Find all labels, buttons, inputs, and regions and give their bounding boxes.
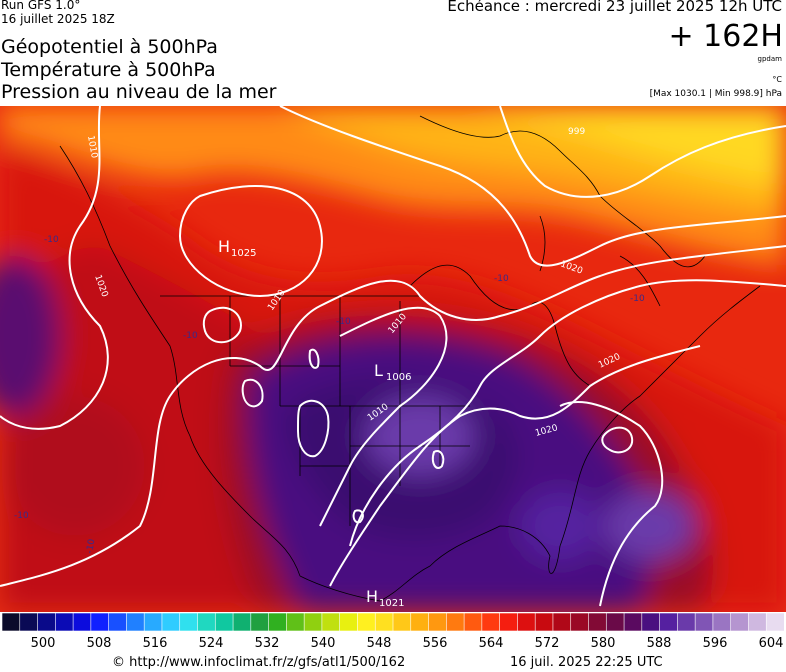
color-swatch <box>37 612 56 632</box>
color-swatch <box>446 612 465 632</box>
color-swatch <box>517 612 536 632</box>
color-swatch <box>410 612 430 632</box>
scale-tick-label: 548 <box>366 636 392 651</box>
high-center-1025: H 1025 <box>218 237 256 259</box>
lead-time: + 162H <box>668 19 784 54</box>
credit-link[interactable]: © http://www.infoclimat.fr/z/gfs/atl1/50… <box>112 655 406 670</box>
pressure-center-value: 1025 <box>231 248 256 259</box>
scale-tick-label: 588 <box>646 636 672 651</box>
color-swatch <box>303 612 323 632</box>
scale-tick-label: 516 <box>142 636 168 651</box>
color-swatch <box>161 612 181 632</box>
run-date: 16 juillet 2025 18Z <box>1 12 115 26</box>
valid-time: Echéance : mercredi 23 juillet 2025 12h … <box>447 0 782 15</box>
scale-tick-label: 580 <box>590 636 616 651</box>
pressure-center-value: 1021 <box>379 598 404 609</box>
low-center-1006: L 1006 <box>374 361 411 383</box>
color-swatch <box>428 612 447 632</box>
temp-label: -10 <box>14 511 29 521</box>
color-swatch <box>730 612 750 632</box>
run-label: Run GFS 1.0° <box>1 0 81 12</box>
isobars <box>0 106 786 607</box>
temp-label: -10 <box>336 317 351 327</box>
temp-label: -10 <box>494 274 509 284</box>
pressure-center-type: H <box>218 237 230 256</box>
color-swatch <box>268 612 287 632</box>
color-scale <box>1 612 785 632</box>
color-scale-swatches <box>1 612 785 632</box>
color-swatch <box>677 612 696 632</box>
temp-label: -10 <box>44 235 59 245</box>
color-swatch <box>748 612 767 632</box>
color-swatch <box>143 612 163 632</box>
high-center-1021: H 1021 <box>366 587 404 609</box>
isobar-label: 1010 <box>85 135 99 160</box>
title-temperature: Température à 500hPa <box>1 59 216 81</box>
pressure-centers: H 1025 L 1006 H 1021 <box>218 237 411 609</box>
color-swatch <box>499 612 519 632</box>
pressure-center-type: L <box>374 361 383 380</box>
color-swatch <box>214 612 234 632</box>
color-swatch <box>286 612 305 632</box>
color-swatch <box>72 612 92 632</box>
isobar-label: 999 <box>568 127 585 137</box>
color-swatch <box>55 612 74 632</box>
color-swatch <box>392 612 412 632</box>
scale-tick-label: 556 <box>422 636 448 651</box>
scale-tick-label: 524 <box>198 636 224 651</box>
temp-label: -10 <box>85 538 97 554</box>
unit-gpdam: gpdam <box>757 55 782 63</box>
pressure-max-min: [Max 1030.1 | Min 998.9] hPa <box>649 89 782 99</box>
pressure-center-value: 1006 <box>386 372 411 383</box>
color-swatch <box>481 612 501 632</box>
color-swatch <box>126 612 145 632</box>
temperature-field <box>0 106 786 612</box>
scale-tick-label: 540 <box>310 636 336 651</box>
scale-tick-label: 596 <box>702 636 728 651</box>
color-swatch <box>197 612 216 632</box>
color-swatch <box>19 612 39 632</box>
color-swatch <box>232 612 252 632</box>
color-swatch <box>623 612 643 632</box>
color-swatch <box>712 612 732 632</box>
color-swatch <box>534 612 554 632</box>
color-swatch <box>570 612 590 632</box>
scale-tick-label: 572 <box>534 636 560 651</box>
generated-date: 16 juil. 2025 22:25 UTC <box>510 655 663 670</box>
color-swatch <box>179 612 199 632</box>
color-swatch <box>321 612 341 632</box>
temperature-labels: -10 -10 -10 -10 -10 -10 -10 <box>14 235 645 555</box>
color-swatch <box>1 612 21 632</box>
unit-celsius: °C <box>772 75 782 84</box>
title-geopotential: Géopotentiel à 500hPa <box>1 36 218 58</box>
temp-label: -10 <box>183 331 198 341</box>
color-swatch <box>250 612 270 632</box>
title-pressure: Pression au niveau de la mer <box>1 81 277 103</box>
color-swatch <box>339 612 359 632</box>
scale-tick-label: 604 <box>758 636 784 651</box>
color-swatch <box>374 612 394 632</box>
temp-label: -10 <box>630 294 645 304</box>
color-swatch <box>641 612 661 632</box>
color-swatch <box>605 612 625 632</box>
color-swatch <box>694 612 714 632</box>
color-swatch <box>552 612 572 632</box>
color-swatch <box>659 612 678 632</box>
weather-map: H 1025 L 1006 H 1021 1010 1020 1010 1010… <box>0 106 786 612</box>
scale-tick-label: 532 <box>254 636 280 651</box>
color-swatch <box>108 612 128 632</box>
scale-tick-label: 564 <box>478 636 504 651</box>
color-swatch <box>463 612 483 632</box>
pressure-center-type: H <box>366 587 378 606</box>
color-swatch <box>588 612 607 632</box>
scale-tick-label: 500 <box>30 636 56 651</box>
color-swatch <box>90 612 110 632</box>
scale-tick-label: 508 <box>86 636 112 651</box>
color-swatch <box>765 612 785 632</box>
color-swatch <box>357 612 376 632</box>
